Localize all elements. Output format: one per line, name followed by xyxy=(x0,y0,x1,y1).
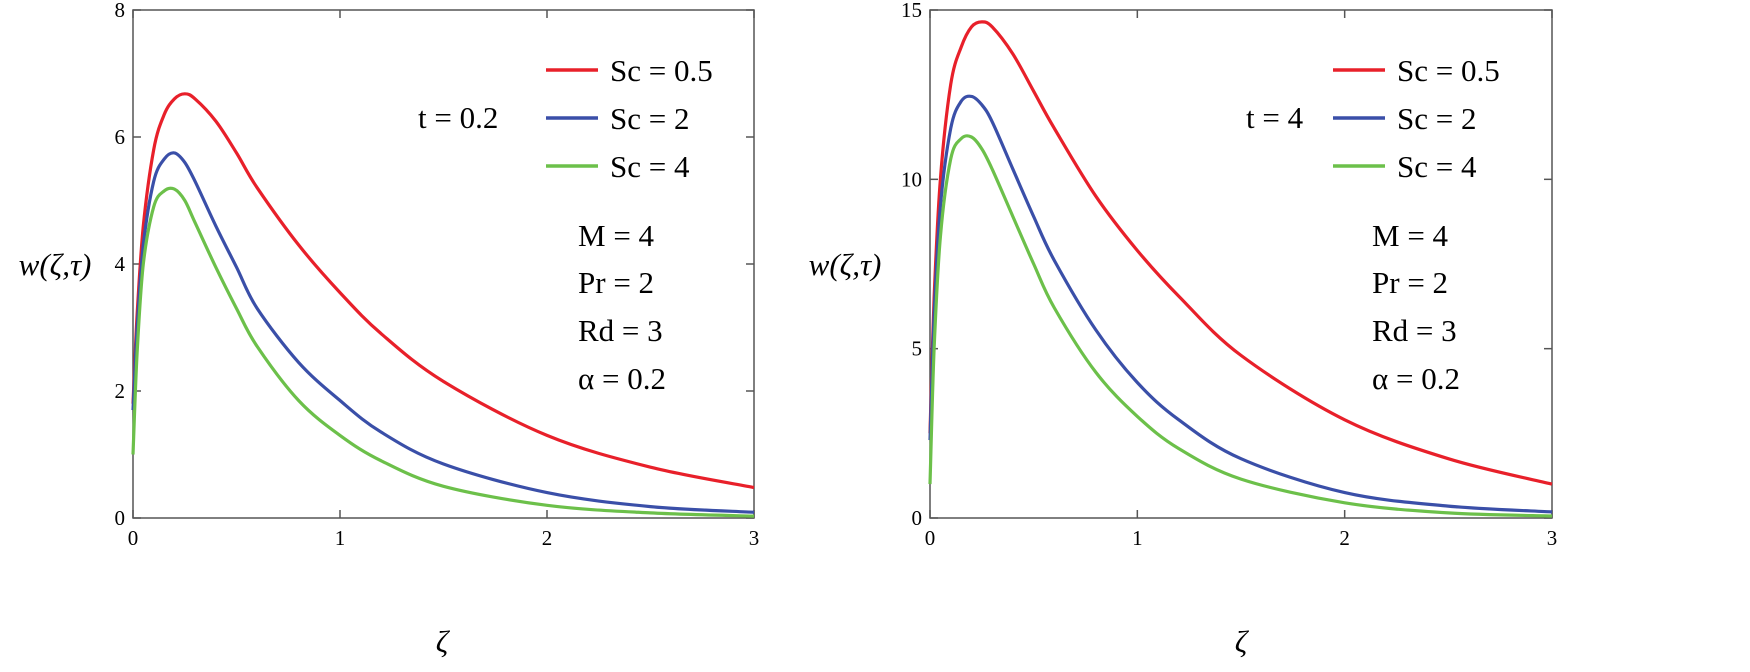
panel-1-y-tick-label: 4 xyxy=(115,252,126,276)
panel-2-x-tick-label: 0 xyxy=(925,526,936,550)
panel-2-series-line-3 xyxy=(928,134,1553,518)
panel-1-param-label-2: Pr = 2 xyxy=(578,265,654,300)
panel-2-legend-label-2: Sc = 2 xyxy=(1397,101,1476,136)
panel-1-y-tick-label: 8 xyxy=(115,0,126,22)
panel-2-plot-frame xyxy=(929,9,1553,519)
panel-2-param-label-1: M = 4 xyxy=(1372,218,1449,253)
panel-1-x-tick-label: 2 xyxy=(542,526,553,550)
panel-1-x-tick-label: 0 xyxy=(128,526,139,550)
panel-1-series-line-1 xyxy=(131,92,755,490)
panel-2-legend-label-1: Sc = 0.5 xyxy=(1397,53,1500,88)
panel-1-y-tick-label: 0 xyxy=(115,506,126,530)
panel-1-param-label-4: α = 0.2 xyxy=(578,361,666,396)
panel-2-series-line-1 xyxy=(928,20,1553,486)
panel-2-x-tick-label: 2 xyxy=(1339,526,1350,550)
panel-1-x-tick-label: 1 xyxy=(335,526,346,550)
panel-1-series-line-2 xyxy=(131,151,755,514)
panel-1-param-label-3: Rd = 3 xyxy=(578,313,663,348)
panel-2-legend-label-3: Sc = 4 xyxy=(1397,149,1477,184)
panel-1-legend-label-1: Sc = 0.5 xyxy=(610,53,713,88)
panel-2-param-label-2: Pr = 2 xyxy=(1372,265,1448,300)
panel-2-series-line-2 xyxy=(928,94,1553,514)
panel-1-legend-label-2: Sc = 2 xyxy=(610,101,689,136)
panel-2-y-tick-label: 5 xyxy=(912,337,923,361)
panel-2-x-axis-label: ζ xyxy=(1235,624,1250,659)
panel-1-legend-label-3: Sc = 4 xyxy=(610,149,690,184)
panel-2-y-tick-label: 15 xyxy=(901,0,922,22)
panel-1-x-axis-label: ζ xyxy=(436,624,451,659)
panel-1-y-tick-label: 2 xyxy=(115,379,126,403)
panel-2-y-tick-label: 10 xyxy=(901,167,922,191)
panel-2-y-tick-label: 0 xyxy=(912,506,923,530)
panel-1-param-label-1: M = 4 xyxy=(578,218,655,253)
panel-1-x-tick-label: 3 xyxy=(749,526,760,550)
panel-2-x-tick-label: 1 xyxy=(1132,526,1143,550)
panel-1-y-axis-label: w(ζ,τ) xyxy=(19,247,92,282)
panel-2-param-label-3: Rd = 3 xyxy=(1372,313,1457,348)
panel-2-x-tick-label: 3 xyxy=(1547,526,1558,550)
panel-2-time-annotation: t = 4 xyxy=(1246,100,1304,135)
panel-2-y-axis-label: w(ζ,τ) xyxy=(809,247,882,282)
panel-1-series-line-3 xyxy=(131,186,755,518)
panel-1-time-annotation: t = 0.2 xyxy=(418,100,498,135)
panel-2-param-label-4: α = 0.2 xyxy=(1372,361,1460,396)
panel-1-y-tick-label: 6 xyxy=(115,125,126,149)
